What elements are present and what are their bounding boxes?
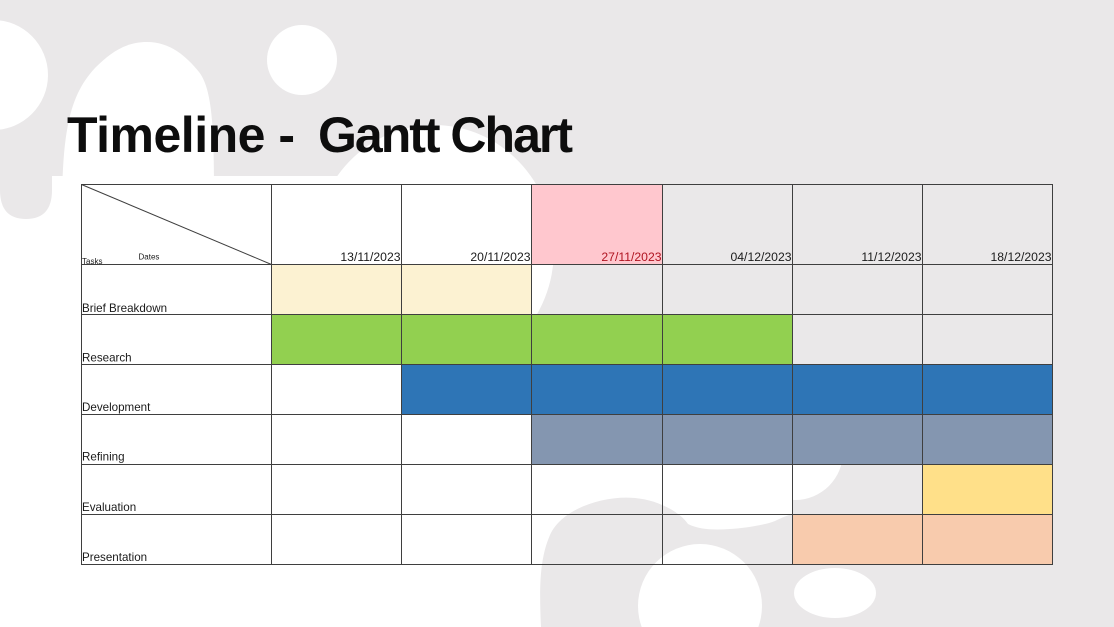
svg-text:Timeline -: Timeline -: [67, 107, 294, 163]
svg-text:13/11/2023: 13/11/2023: [340, 250, 400, 264]
svg-text:Development: Development: [82, 401, 151, 414]
svg-text:20/11/2023: 20/11/2023: [470, 250, 530, 264]
svg-text:Dates: Dates: [139, 253, 160, 262]
svg-text:Presentation: Presentation: [82, 551, 147, 564]
svg-text:Tasks: Tasks: [82, 257, 102, 266]
svg-text:11/12/2023: 11/12/2023: [861, 250, 921, 264]
svg-text:27/11/2023: 27/11/2023: [601, 250, 661, 264]
svg-text:Gantt Chart: Gantt Chart: [318, 107, 573, 163]
svg-text:18/12/2023: 18/12/2023: [991, 250, 1052, 264]
svg-text:Refining: Refining: [82, 451, 125, 464]
svg-text:Research: Research: [82, 352, 132, 365]
svg-text:Evaluation: Evaluation: [82, 501, 136, 514]
svg-text:Brief Breakdown: Brief Breakdown: [82, 302, 167, 315]
svg-text:04/12/2023: 04/12/2023: [731, 250, 792, 264]
